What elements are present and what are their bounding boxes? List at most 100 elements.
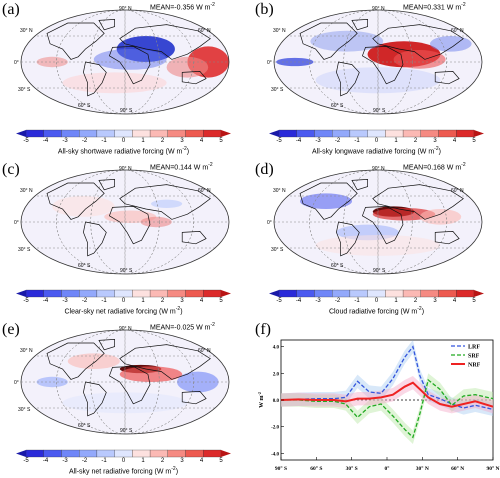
colorbar-max-arrow — [221, 290, 231, 297]
colorbar-tick: 4 — [199, 138, 204, 144]
coastline — [46, 182, 105, 220]
forcing-region — [166, 56, 209, 78]
map-panel: (d) MEAN=0.168 W m-2 90° N 30° N 0° 30° S 60° … — [253, 160, 500, 318]
x-tick-label: 60° N — [451, 465, 464, 472]
colorbar-tick: -1 — [354, 138, 360, 144]
coastline — [119, 24, 211, 60]
forcing-region — [52, 196, 115, 217]
latitude-label: 90° N — [119, 6, 132, 12]
latitude-label: 60° N — [198, 28, 211, 34]
latitude-label: 0° — [14, 220, 19, 226]
graticule-meridian — [309, 170, 447, 274]
colorbar-segment — [114, 129, 133, 138]
colorbar-tick: -1 — [101, 458, 107, 464]
colorbar-tick: -2 — [334, 138, 341, 144]
colorbar-segment — [25, 289, 44, 298]
latitude-label: 90° S — [120, 108, 133, 114]
colorbar-tick: 4 — [452, 298, 457, 304]
colorbar-tick: 0 — [374, 298, 379, 304]
forcing-region — [140, 216, 172, 228]
mean-value: MEAN=0.331 W m-2 — [403, 2, 466, 11]
forcing-region — [36, 376, 68, 388]
latitude-label: 0° — [267, 60, 272, 66]
graticule-meridian — [90, 10, 160, 114]
colorbar-tick: 0 — [121, 138, 126, 144]
forcing-region — [62, 72, 167, 94]
y-axis-label: W m-2 — [257, 392, 265, 408]
x-tick-label: 0° — [385, 465, 390, 472]
colorbar-tick: 3 — [180, 138, 184, 144]
mean-value: MEAN=0.168 W m-2 — [403, 162, 466, 171]
colorbar — [16, 449, 231, 458]
colorbar-segment — [420, 129, 439, 138]
colorbar-segment — [25, 449, 44, 458]
mean-text: MEAN=0.331 W m — [403, 4, 462, 12]
x-tick-label: 90° S — [275, 465, 287, 472]
world-map — [20, 9, 230, 115]
map-outline — [20, 329, 230, 435]
latitude-label: 90° N — [372, 6, 385, 12]
latitude-label: 60° S — [78, 263, 91, 269]
colorbar-tick: 5 — [472, 138, 476, 144]
series-band — [281, 373, 493, 444]
graticule-meridian — [343, 10, 413, 114]
latitude-label: 90° S — [120, 428, 133, 434]
colorbar-tick: 1 — [141, 298, 145, 304]
world-map — [273, 9, 483, 115]
legend-label: SRF — [468, 354, 480, 360]
colorbar-title: Cloud radiative forcing (W m-2) — [269, 306, 484, 315]
legend-label: LRF — [468, 345, 480, 351]
latitude-label: 60° N — [198, 188, 211, 194]
colorbar-title-text: Cloud radiative forcing (W m — [328, 308, 418, 316]
colorbar-segment — [367, 129, 386, 138]
colorbar-segment — [314, 289, 333, 298]
colorbar-tick: -3 — [62, 458, 68, 464]
map-panel: (c) MEAN=0.144 W m-2 90° N 30° N 0° 30° S 60° … — [0, 160, 247, 318]
x-tick-label: 30° S — [346, 465, 358, 472]
coastline — [83, 381, 107, 417]
mean-unit-exponent: -2 — [210, 322, 215, 328]
colorbar-unit-exponent: -2 — [417, 306, 422, 312]
latitude-label: 60° S — [331, 103, 344, 109]
latitude-label: 30° S — [271, 87, 284, 93]
colorbar-tick: 2 — [160, 298, 165, 304]
graticule-meridian — [309, 10, 447, 114]
colorbar-tick: -2 — [334, 298, 341, 304]
forcing-region — [93, 49, 167, 70]
latitude-label: 90° N — [119, 326, 132, 332]
colorbar-title-text: Clear-sky net radiative forcing (W m — [64, 308, 176, 316]
colorbar-segment — [402, 289, 421, 298]
latitude-label: 90° S — [373, 108, 386, 114]
colorbar-tick: -3 — [62, 138, 68, 144]
latitude-label: 60° N — [198, 348, 211, 354]
latitude-label: 90° N — [119, 166, 132, 172]
colorbar-tick: 3 — [180, 298, 184, 304]
colorbar-tick: -4 — [295, 138, 302, 144]
latitude-label: 30° S — [271, 247, 284, 253]
coastline — [98, 19, 115, 31]
colorbar-tick: 5 — [219, 298, 223, 304]
colorbar-segment — [61, 289, 80, 298]
latitude-label: 30° N — [20, 188, 33, 194]
colorbar-tick: 1 — [394, 298, 398, 304]
line-chart: 4.0 2.0 0.0 -2.0 -4.0 90° S 60° S 30° S 0° 30° N 6… — [257, 339, 500, 472]
colorbar-segment — [185, 449, 204, 458]
latitude-label: 60° S — [78, 103, 91, 109]
colorbar-tick: -1 — [354, 298, 360, 304]
forcing-region — [372, 207, 436, 221]
colorbar-min-arrow — [269, 290, 279, 297]
panel-label: (f) — [255, 321, 271, 338]
colorbar-segment — [420, 289, 439, 298]
coastline — [181, 231, 207, 245]
coastline — [181, 391, 207, 405]
latitude-label: 60° S — [78, 423, 91, 429]
panel-label: (e) — [2, 321, 20, 338]
colorbar-segment — [438, 289, 457, 298]
y-tick-label: -4.0 — [271, 452, 279, 457]
latitude-label: 30° N — [273, 28, 286, 34]
coastline — [351, 179, 368, 191]
colorbar-title-end: ) — [421, 308, 425, 316]
coastline — [83, 221, 107, 257]
colorbar-tick: 3 — [433, 298, 437, 304]
colorbar-segment — [149, 449, 168, 458]
